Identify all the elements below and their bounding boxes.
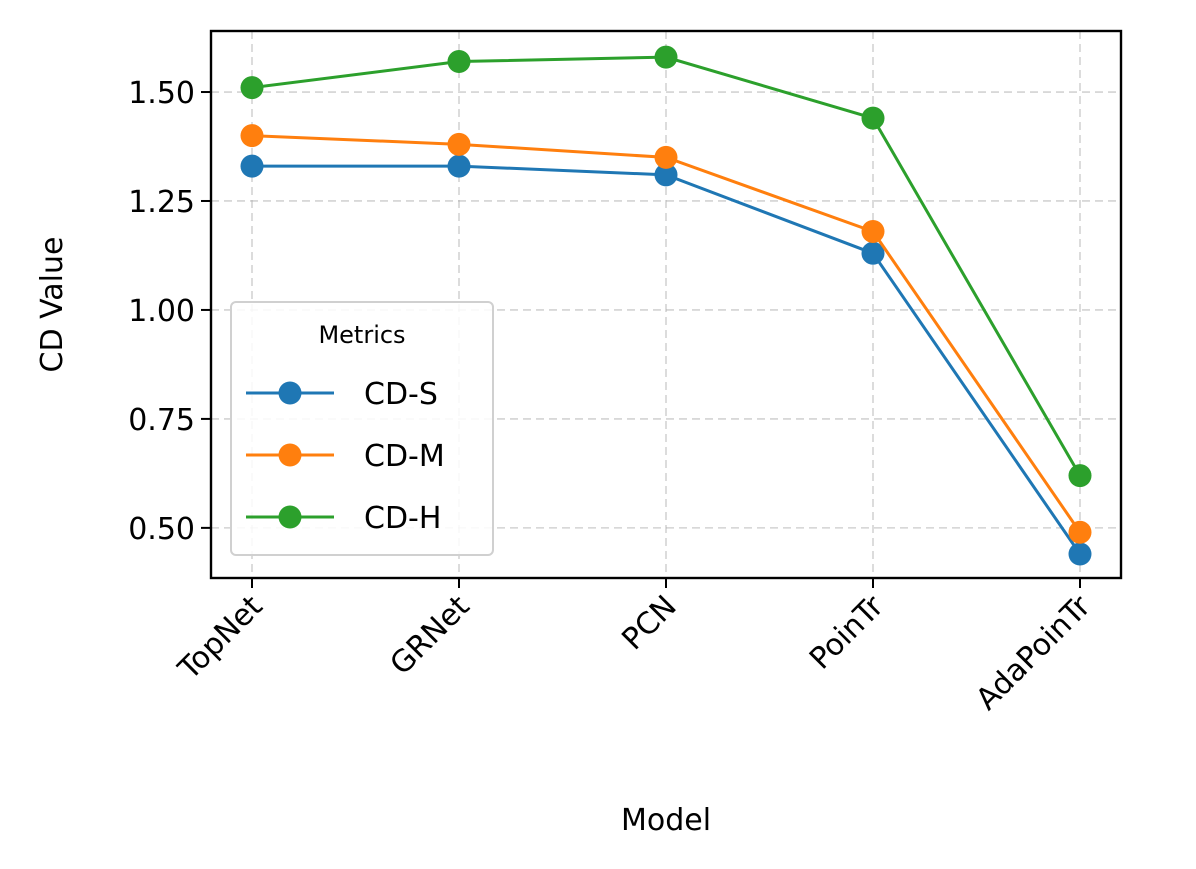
legend-title: Metrics [318, 321, 405, 349]
series-cd-s [240, 154, 1092, 566]
data-point [861, 219, 885, 243]
legend-item: CD-M [246, 439, 445, 474]
legend-box [230, 301, 494, 556]
data-point [654, 145, 678, 169]
x-tick-label: AdaPoinTr [969, 588, 1098, 717]
x-tick-label: PCN [615, 589, 683, 657]
data-point [1068, 520, 1092, 544]
y-tick-label: 0.50 [128, 512, 195, 547]
data-point [654, 163, 678, 187]
y-tick-label: 1.50 [128, 76, 195, 111]
x-axis: TopNet GRNet PCN PoinTr AdaPoinTr [171, 578, 1098, 717]
data-point [861, 241, 885, 265]
x-axis-label: Model [621, 803, 711, 838]
data-point [861, 106, 885, 130]
data-point [1068, 464, 1092, 488]
legend-marker [278, 443, 302, 467]
data-point [447, 50, 471, 74]
y-axis: 0.50 0.75 1.00 1.25 1.50 [128, 76, 211, 547]
data-point [240, 76, 264, 100]
legend-label: CD-M [364, 439, 445, 474]
data-point [654, 45, 678, 69]
x-tick-label: TopNet [171, 589, 270, 688]
y-axis-label: CD Value [35, 237, 70, 373]
legend-label: CD-S [364, 377, 438, 412]
legend-label: CD-H [364, 501, 441, 536]
series-cd-m [240, 124, 1092, 544]
y-tick-label: 1.00 [128, 294, 195, 329]
legend-marker [278, 381, 302, 405]
series-layer [240, 45, 1092, 566]
data-point [240, 124, 264, 148]
legend-marker [278, 505, 302, 529]
data-point [1068, 542, 1092, 566]
x-tick-label: PoinTr [803, 588, 891, 676]
data-point [240, 154, 264, 178]
legend-item: CD-H [246, 501, 441, 536]
y-tick-label: 1.25 [128, 185, 195, 220]
x-tick-label: GRNet [383, 589, 476, 682]
y-tick-label: 0.75 [128, 403, 195, 438]
series-cd-h [240, 45, 1092, 488]
data-point [447, 154, 471, 178]
data-point [447, 132, 471, 156]
legend: Metrics CD-S CD-M CD-H [230, 301, 494, 556]
legend-item: CD-S [246, 377, 438, 412]
